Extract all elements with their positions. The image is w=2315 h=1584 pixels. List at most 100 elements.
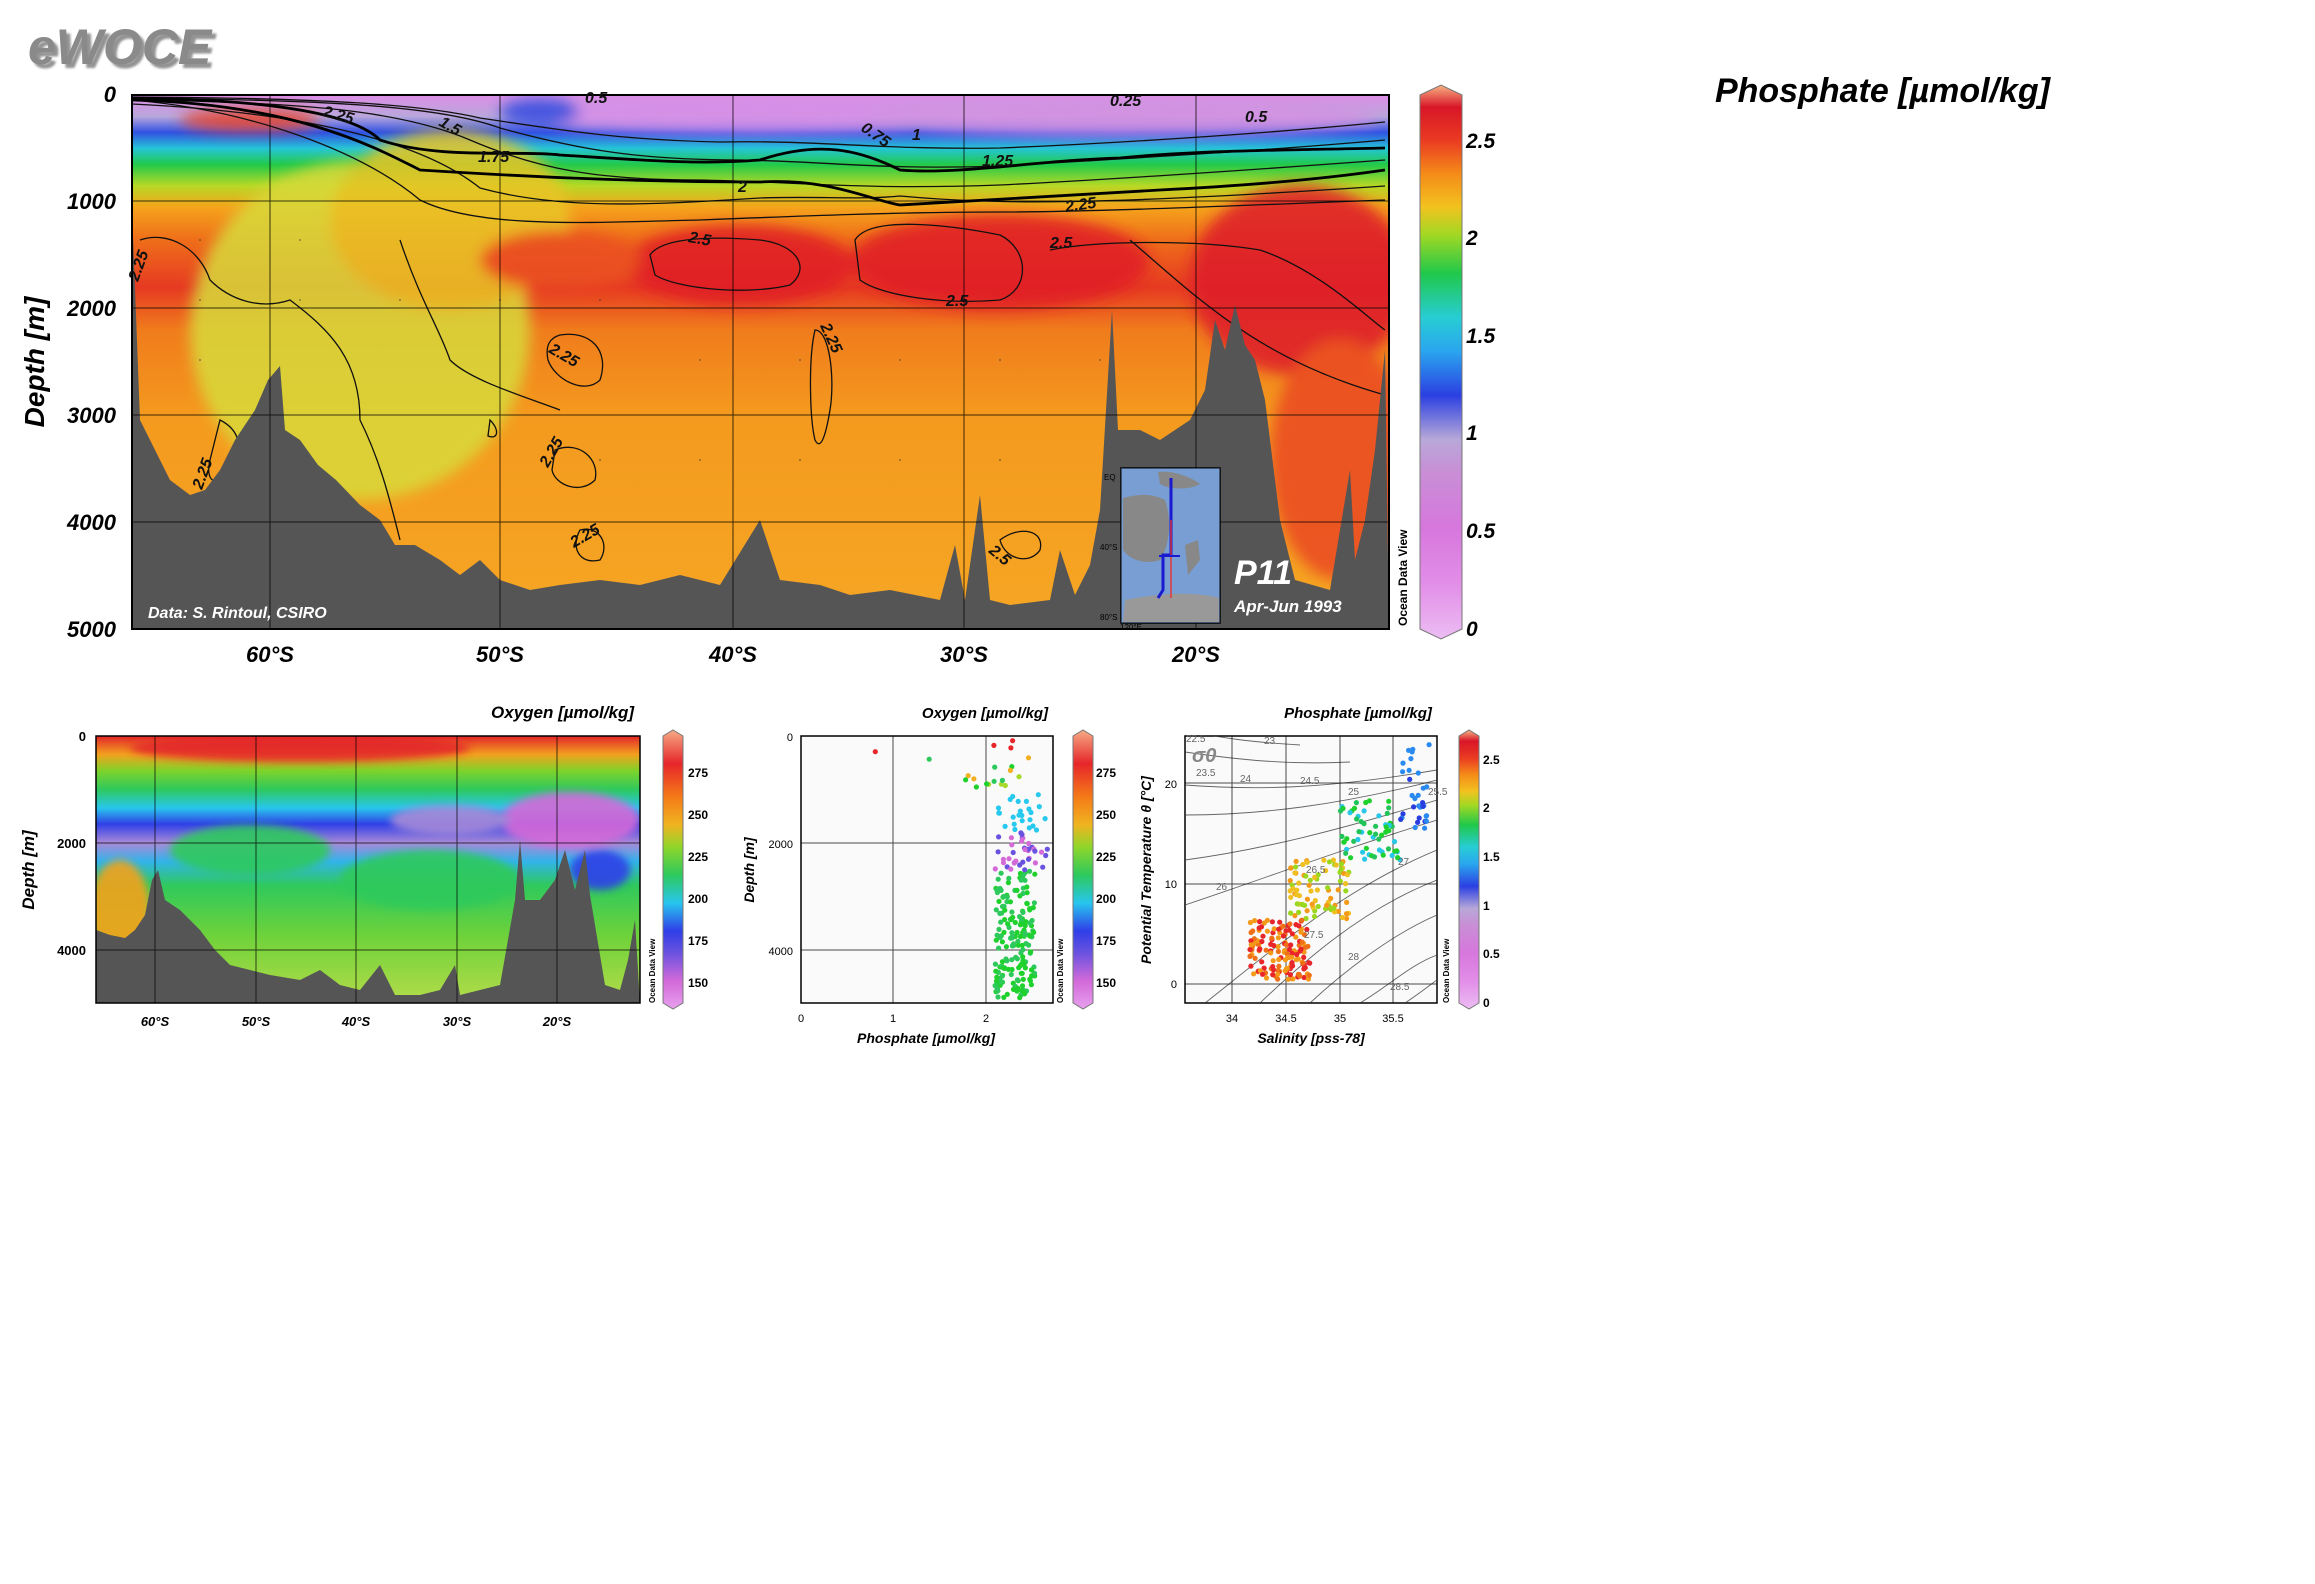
scatter-point [996, 810, 1003, 816]
scatter-point [1032, 871, 1038, 877]
scatter-point [1395, 855, 1401, 861]
scatter-point [1324, 902, 1330, 909]
isopycnal-label: 25 [1348, 787, 1360, 798]
scatter-point [1017, 995, 1023, 1001]
scatter-point [1367, 830, 1373, 836]
scatter-point [1331, 905, 1337, 911]
colorbar-tick-label: 1 [1483, 899, 1490, 913]
isopycnal-label: 24 [1240, 774, 1252, 785]
scatter-point [1011, 941, 1017, 947]
scatter-point [1363, 799, 1369, 806]
scatter-point [1024, 890, 1030, 896]
scatter-point [1307, 960, 1313, 966]
scatter-point [1394, 848, 1400, 854]
scatter-point [1420, 803, 1426, 810]
scatter2-colorbar-ticks: 0 0.5 1 1.5 2 2.5 [1483, 753, 1500, 1010]
scatter2-y-ticks: 0 10 20 [1165, 779, 1177, 991]
scatter-point [1296, 909, 1302, 916]
scatter-point [1293, 892, 1299, 898]
scatter-point [1009, 933, 1016, 940]
main-y-label: Depth [m] [19, 295, 50, 427]
scatter-point [1416, 803, 1422, 809]
scatter-point [1354, 816, 1360, 822]
scatter-point [1002, 907, 1008, 913]
scatter-point [1270, 964, 1276, 970]
scatter2-x-ticks: 34 34.5 35 35.5 [1226, 1013, 1404, 1025]
scatter-point [1290, 963, 1296, 969]
scatter-point [996, 898, 1002, 905]
data-credit: Data: S. Rintoul, CSIRO [148, 605, 327, 622]
scatter-point [1029, 917, 1035, 924]
x-tick-label: 30°S [940, 642, 988, 667]
scatter-point [963, 777, 969, 783]
scatter-point [1424, 784, 1430, 790]
scatter1-y-ticks: 0 2000 4000 [769, 732, 793, 958]
y-tick-label: 1000 [67, 189, 117, 214]
scatter-point [1348, 855, 1354, 861]
scatter-point [1341, 839, 1347, 845]
scatter-point [1290, 886, 1296, 892]
scatter-point [998, 919, 1004, 925]
scatter-point [1337, 878, 1343, 884]
scatter-point [1019, 812, 1025, 819]
contour-label: 1.25 [982, 153, 1014, 170]
scatter-point [1268, 950, 1274, 956]
scatter-point [993, 968, 999, 974]
scatter-point [1344, 872, 1350, 878]
scatter-point [1292, 913, 1298, 919]
scatter-point [1008, 866, 1014, 872]
scatter-point [1006, 875, 1012, 882]
scatter-point [994, 986, 1001, 992]
scatter-point [1400, 760, 1406, 766]
y-tick-label: 0 [787, 732, 793, 744]
scatter-point [1026, 840, 1032, 847]
scatter1-x-label: Phosphate [µmol/kg] [857, 1030, 996, 1046]
scatter-point [1423, 818, 1429, 824]
scatter-point [1028, 982, 1034, 988]
y-tick-label: 3000 [67, 403, 117, 428]
scatter-point [1315, 903, 1321, 910]
scatter-point [1355, 836, 1361, 843]
isopycnal-label: 23 [1264, 736, 1276, 747]
scatter-point [1016, 774, 1022, 780]
x-tick-label: 35.5 [1382, 1013, 1403, 1025]
scatter-point [1376, 813, 1382, 819]
scatter-point [1260, 971, 1266, 977]
scatter-point [999, 973, 1005, 979]
colorbar-tick-label: 250 [688, 808, 708, 822]
scatter2-y-label: Potential Temperature θ [°C] [1138, 775, 1154, 964]
scatter-point [1286, 927, 1292, 933]
scatter-point [1022, 867, 1028, 873]
scatter-point [1280, 933, 1286, 939]
scatter-point [1036, 804, 1042, 810]
colorbar-tick-label: 0 [1483, 996, 1490, 1010]
scatter-point [1398, 816, 1404, 823]
contour-label: 0.25 [1110, 93, 1142, 110]
y-tick-label: 0 [1171, 979, 1177, 991]
scatter-point [1020, 909, 1026, 916]
scatter-point [1294, 901, 1300, 907]
scatter-point [1289, 950, 1295, 957]
isopycnal-labels: 22.5 23 23.5 24 24.5 25 25.5 26 26.5 27 … [1186, 734, 1448, 993]
scatter1-points [872, 738, 1050, 1001]
scatter-point [1014, 956, 1021, 962]
scatter-point [1002, 782, 1008, 789]
scatter-point [1306, 882, 1312, 888]
isopycnal-label: 26.5 [1306, 865, 1326, 876]
scatter-point [1298, 929, 1304, 935]
odv-watermark: Ocean Data View [648, 938, 657, 1003]
scatter-point [1263, 975, 1270, 981]
y-tick-label: 5000 [67, 617, 117, 642]
scatter-point [971, 776, 977, 782]
scatter1-colorbar [1072, 729, 1094, 1010]
scatter-point [1023, 798, 1029, 805]
scatter-point [1351, 805, 1358, 811]
scatter-point [1380, 852, 1386, 858]
scatter-point [1383, 824, 1389, 830]
scatter-point [1292, 870, 1298, 876]
scatter-point [1022, 930, 1028, 936]
scatter-point [1379, 832, 1385, 838]
scatter-point [1287, 972, 1293, 978]
scatter-point [1343, 888, 1349, 894]
y-tick-label: 2000 [66, 296, 117, 321]
